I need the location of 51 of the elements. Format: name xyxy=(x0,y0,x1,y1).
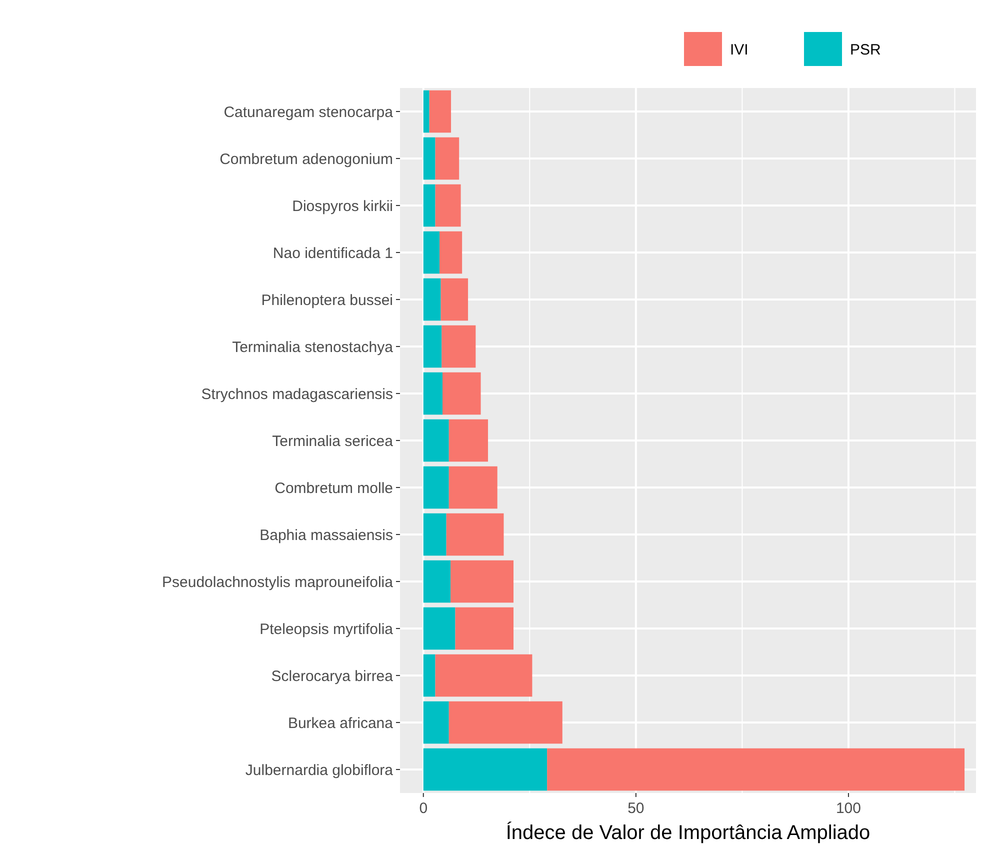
y-tick-label: Terminalia stenostachya xyxy=(232,338,394,356)
bar xyxy=(448,701,562,744)
y-tick-label: Diospyros kirkii xyxy=(292,198,393,215)
bar xyxy=(423,560,451,603)
y-tick-label: Sclerocarya birrea xyxy=(271,668,394,685)
bar xyxy=(429,90,452,133)
y-tick-label: Catunaregam stenocarpa xyxy=(224,104,394,121)
y-tick-label: Baphia massaiensis xyxy=(260,526,393,544)
bar xyxy=(423,278,441,321)
legend-label: PSR xyxy=(850,41,882,58)
bar xyxy=(442,325,476,368)
y-tick-label: Combretum adenogonium xyxy=(220,150,393,168)
bar xyxy=(423,513,446,556)
bar xyxy=(448,419,488,462)
y-tick-label: Philenoptera bussei xyxy=(261,292,393,309)
bar xyxy=(423,90,430,133)
x-tick-label: 50 xyxy=(628,800,644,817)
bar xyxy=(423,607,456,650)
bar xyxy=(442,372,481,415)
bar xyxy=(435,137,460,180)
y-tick-label: Combretum molle xyxy=(274,480,393,497)
bar xyxy=(423,137,436,180)
bar xyxy=(423,701,449,744)
bar xyxy=(435,654,532,697)
bar xyxy=(450,560,514,603)
legend-label: IVI xyxy=(730,41,748,58)
x-tick-label: 100 xyxy=(836,800,861,817)
bar xyxy=(448,466,498,509)
bar xyxy=(423,748,548,791)
bar xyxy=(423,654,436,697)
bar xyxy=(440,278,468,321)
bar xyxy=(423,184,436,227)
bar xyxy=(440,231,462,274)
bar xyxy=(446,513,504,556)
y-tick-label: Pseudolachnostylis maprouneifolia xyxy=(162,574,394,591)
y-tick-label: Pteleopsis myrtifolia xyxy=(260,620,394,638)
x-tick-label: 0 xyxy=(419,800,428,817)
bar xyxy=(423,372,443,415)
y-tick-label: Strychnos madagascariensis xyxy=(201,386,393,403)
x-axis-title: Índece de Valor de Importância Ampliado xyxy=(506,821,870,844)
bar xyxy=(423,325,442,368)
bar xyxy=(435,184,461,227)
bar xyxy=(547,748,965,791)
y-tick-label: Terminalia sericea xyxy=(272,432,394,450)
y-tick-label: Julbernardia globiflora xyxy=(245,762,394,779)
bar xyxy=(423,231,440,274)
bar xyxy=(423,419,449,462)
y-tick-label: Burkea africana xyxy=(288,714,394,732)
bar xyxy=(455,607,514,650)
y-tick-label: Nao identificada 1 xyxy=(272,244,393,262)
bar xyxy=(423,466,449,509)
